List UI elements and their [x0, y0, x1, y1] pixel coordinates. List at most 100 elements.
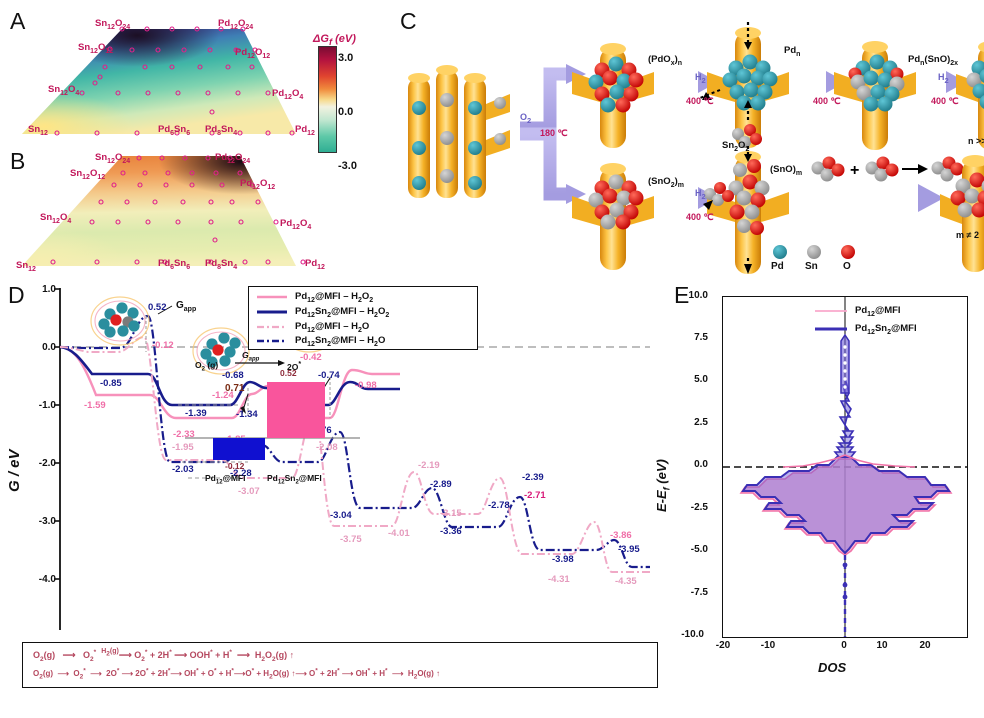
- vertex-label-pd12-a: Pd12: [295, 124, 315, 137]
- vertex-label-pd12o12-b: Pd12O12: [240, 178, 276, 191]
- e-xtick-0: -20: [715, 640, 731, 651]
- e-ytick-5: -2.5: [690, 502, 708, 513]
- panel-e-dos-curves: [723, 297, 967, 637]
- inset-reaction-right: 2O*: [287, 360, 302, 372]
- colorbar-tick-2: -3.0: [338, 160, 357, 172]
- condition-temp-0: 180 ℃: [540, 128, 568, 138]
- panel-d-inset-chart: O2 (g) Gapp 2O* 0.52 -0.12 Pd12@MFI Pd12…: [185, 350, 360, 488]
- dval-pinkdash-1: -1.95: [172, 442, 194, 453]
- condition-gas-1: H2: [695, 72, 706, 85]
- condition-temp-1: 400 ℃: [686, 96, 714, 106]
- panel-e-ylabel: E-Ef (eV): [654, 459, 672, 512]
- panel-e-xlabel: DOS: [818, 660, 847, 675]
- dval-bluedash-11: -4.35: [615, 576, 637, 587]
- dval-blue-2: -0.68: [222, 370, 244, 381]
- dval-bluedash-0: 0.52: [148, 302, 167, 313]
- vertex-label-pd6sn6-a: Pd6Sn6: [158, 124, 191, 137]
- condition-temp-4: 400 ℃: [686, 212, 714, 222]
- panel-b-datapoints: [50, 155, 306, 265]
- e-xtick-1: -10: [760, 640, 776, 651]
- dval-pinkdash-6: -3.15: [440, 508, 462, 519]
- dval-bluedash-2: -2.28: [230, 468, 252, 479]
- vertex-label-pd12-b: Pd12: [305, 258, 325, 271]
- colorbar-tick-0: 3.0: [338, 52, 354, 64]
- dval-blue-3: -1.34: [236, 409, 258, 420]
- inset-gapp-label: Gapp: [242, 350, 260, 363]
- dval-bluedash-6: -3.36: [440, 526, 462, 537]
- vertex-label-pd12o4-b: Pd12O4: [280, 218, 312, 231]
- vertex-label-sn12-a: Sn12: [28, 124, 48, 137]
- dval-blue-4: -0.74: [318, 370, 340, 381]
- inset-reaction-left: O2 (g): [195, 360, 219, 373]
- dval-blue-5: -0.98: [355, 380, 377, 391]
- note-m-ne-2: m ≠ 2: [956, 230, 979, 240]
- condition-gas-4: H2: [695, 188, 706, 201]
- vertex-label-sn12o12-b: Sn12O12: [70, 168, 106, 181]
- condition-gas-3: H2: [938, 72, 949, 85]
- svg-text:+: +: [850, 162, 859, 179]
- gapp-annotation: Gapp: [176, 300, 197, 313]
- species-sn2o2: Sn2O2: [722, 140, 750, 153]
- dval-bluedash-8: -2.39: [522, 472, 544, 483]
- e-ytick-4: 0.0: [694, 459, 708, 470]
- e-ytick-8: -10.0: [681, 629, 704, 640]
- inset-value-1: 0.52: [280, 368, 297, 378]
- d-ytick-0: 1.0: [42, 284, 56, 295]
- e-xtick-2: 0: [841, 640, 847, 651]
- dval-pinkdash-4: -3.75: [340, 534, 362, 545]
- panel-d-equations: O2(g) ⟶ O2* H2(g)⟶ O2* + 2H* ⟶ OOH* + H*…: [22, 642, 658, 688]
- dval-bluedash-5: -2.89: [430, 479, 452, 490]
- e-ytick-0: 10.0: [688, 290, 708, 301]
- equation-row-0: O2(g) ⟶ O2* H2(g)⟶ O2* + 2H* ⟶ OOH* + H*…: [33, 648, 295, 663]
- species-sno2-m: (SnO2)m: [648, 176, 685, 189]
- atom-legend-pd: Pd: [771, 261, 784, 272]
- d-ytick-3: -2.0: [38, 458, 56, 469]
- vertex-label-sn12o12-a: Sn12O12: [78, 42, 114, 55]
- d-legend-item-1: Pd12Sn2@MFI – H2O2: [295, 306, 390, 319]
- dval-bluedash-10: -3.95: [618, 544, 640, 555]
- atom-legend-o: O: [843, 261, 851, 272]
- dval-pinkdash-2: -3.07: [238, 486, 260, 497]
- colorbar-tick-1: 0.0: [338, 106, 354, 118]
- panel-a-surface: [22, 29, 296, 134]
- panel-d: D G / eV 1.0 0.0 -1.0 -2.0 -3.0 -4.0: [0, 282, 660, 718]
- vertex-label-sn12o4-a: Sn12O4: [48, 84, 80, 97]
- vertex-label-pd12o24-a: Pd12O24: [218, 18, 254, 31]
- dval-pink-0: -1.59: [84, 400, 106, 411]
- e-ytick-6: -5.0: [690, 544, 708, 555]
- dval-bluedash-1: -2.03: [172, 464, 194, 475]
- condition-temp-3: 400 ℃: [931, 96, 959, 106]
- inset-category-0: Pd12@MFI: [205, 473, 246, 486]
- dval-blue-0: -0.85: [100, 378, 122, 389]
- dval-pink-1: -2.33: [173, 429, 195, 440]
- panel-d-letter: D: [8, 282, 25, 308]
- panel-e: E 10.0 7.5 5.0 2.5 0.0 -2.5 -5.0 -7.5 -1…: [654, 282, 984, 718]
- dval-pink-4: -0.42: [300, 352, 322, 363]
- dval-pinkdash-8: -2.71: [524, 490, 546, 501]
- dval-pink-2: -1.24: [212, 390, 234, 401]
- panel-b-surface: [22, 156, 296, 266]
- e-legend-item-1: Pd12Sn2@MFI: [855, 323, 917, 336]
- panel-c-schematic: +: [408, 22, 984, 274]
- panel-a-letter: A: [10, 8, 26, 34]
- vertex-label-pd12o12-a: Pd12O12: [235, 47, 271, 60]
- d-ytick-2: -1.0: [38, 400, 56, 411]
- panel-e-letter: E: [674, 282, 690, 308]
- note-n-gt-x: n >> x: [968, 136, 984, 146]
- e-legend-swatches: [815, 310, 847, 331]
- e-ytick-7: -7.5: [690, 587, 708, 598]
- vertex-label-sn12o24-b: Sn12O24: [95, 152, 131, 165]
- panel-c: C: [400, 8, 984, 280]
- e-ytick-3: 2.5: [694, 417, 708, 428]
- d-ytick-4: -3.0: [38, 516, 56, 527]
- d-ytick-5: -4.0: [38, 574, 56, 585]
- species-sno-m-1: (SnO)m: [770, 164, 803, 177]
- vertex-label-sn12o4-b: Sn12O4: [40, 212, 72, 225]
- dval-pinkdash-3: -2.08: [316, 442, 338, 453]
- e-legend-item-0: Pd12@MFI: [855, 305, 901, 318]
- dval-pinkdash-0: -0.12: [152, 340, 174, 351]
- dval-blue-1: -1.39: [185, 408, 207, 419]
- d-legend-item-0: Pd12@MFI – H2O2: [295, 291, 374, 304]
- dval-bluedash-4: -3.04: [330, 510, 352, 521]
- condition-temp-2: 400 ℃: [813, 96, 841, 106]
